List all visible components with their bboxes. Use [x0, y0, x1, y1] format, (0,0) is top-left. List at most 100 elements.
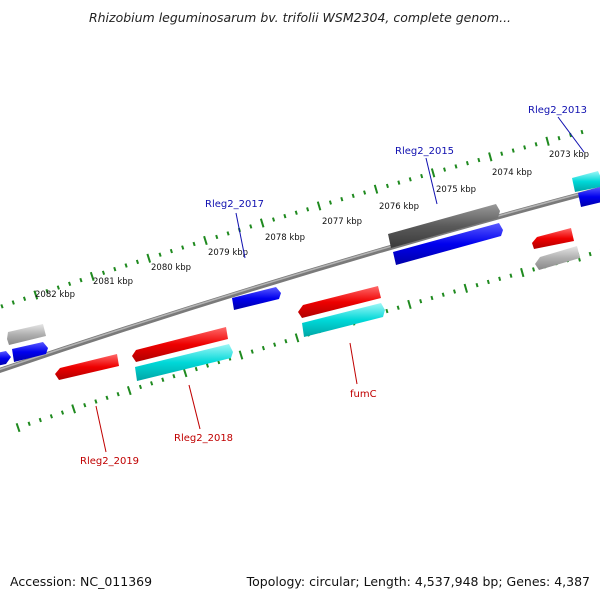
arrow-left-icon	[298, 286, 381, 318]
outer-tick-track	[0, 129, 584, 309]
minor-tick	[49, 414, 53, 419]
gene-label[interactable]: fumC	[350, 389, 377, 400]
minor-tick	[0, 304, 4, 309]
minor-tick	[150, 381, 154, 386]
minor-tick	[430, 295, 434, 301]
minor-tick	[194, 366, 198, 372]
minor-tick	[68, 281, 72, 287]
minor-tick	[511, 148, 515, 153]
minor-tick	[557, 135, 561, 141]
minor-tick	[11, 300, 15, 305]
gene-label[interactable]: Rleg2_2019	[80, 456, 139, 467]
gene-feature[interactable]	[298, 286, 381, 318]
major-tick	[15, 422, 21, 433]
minor-tick	[250, 349, 254, 354]
minor-tick	[420, 173, 424, 179]
minor-tick	[261, 345, 265, 351]
gene-feature[interactable]	[572, 171, 600, 192]
major-tick	[520, 267, 525, 278]
gene-feature[interactable]	[535, 246, 580, 270]
gene-feature[interactable]	[302, 303, 385, 337]
label-leaders	[95, 116, 585, 453]
arrow-right-icon	[302, 303, 385, 337]
genome-backbone	[0, 186, 600, 373]
minor-tick	[351, 193, 355, 199]
scale-label: 2075 kbp	[436, 185, 476, 195]
gene-feature[interactable]	[0, 351, 11, 366]
leader-line	[95, 405, 107, 453]
minor-tick	[443, 167, 447, 172]
gene-feature[interactable]	[532, 228, 574, 249]
minor-tick	[340, 196, 344, 202]
gene-feature[interactable]	[388, 204, 500, 248]
major-tick	[146, 253, 152, 263]
gene-feature[interactable]	[578, 187, 600, 207]
minor-tick	[453, 289, 457, 294]
scale-label: 2080 kbp	[151, 263, 191, 273]
minor-tick	[161, 377, 165, 382]
major-tick	[316, 201, 322, 211]
minor-tick	[328, 200, 332, 205]
minor-tick	[83, 402, 87, 408]
minor-tick	[181, 245, 185, 250]
minor-tick	[38, 417, 42, 423]
minor-tick	[192, 241, 196, 247]
arrow-right-icon	[12, 342, 48, 362]
gene-feature[interactable]	[132, 327, 228, 362]
minor-tick	[283, 213, 287, 219]
arrow-right-icon	[232, 287, 281, 310]
major-tick	[238, 350, 244, 360]
major-tick	[545, 136, 550, 146]
major-tick	[373, 184, 379, 194]
minor-tick	[56, 285, 60, 290]
minor-tick	[441, 292, 445, 297]
map-title: Rhizobium leguminosarum bv. trifolii WSM…	[88, 10, 512, 25]
minor-tick	[158, 252, 162, 257]
minor-tick	[397, 180, 401, 185]
minor-tick	[124, 263, 128, 268]
minor-tick	[172, 373, 176, 379]
major-tick	[407, 299, 412, 310]
genome-backbone-highlight	[0, 187, 600, 371]
minor-tick	[306, 207, 310, 212]
major-tick	[463, 283, 469, 293]
major-tick	[430, 168, 436, 178]
gene-feature[interactable]	[135, 344, 233, 381]
gene-label[interactable]: Rleg2_2018	[174, 433, 233, 444]
leader-line	[557, 116, 585, 153]
minor-tick	[79, 277, 83, 283]
minor-tick	[385, 308, 389, 314]
major-tick	[294, 333, 300, 343]
arrow-left-icon	[55, 354, 119, 380]
minor-tick	[273, 342, 277, 347]
scale-label: 2078 kbp	[265, 233, 305, 243]
arrow-right-icon	[572, 171, 600, 192]
arrow-left-icon	[532, 228, 574, 249]
minor-tick	[45, 289, 49, 294]
gene-feature[interactable]	[7, 324, 46, 345]
minor-tick	[169, 248, 173, 254]
minor-tick	[94, 399, 98, 404]
gene-feature[interactable]	[55, 354, 119, 380]
minor-tick	[135, 259, 140, 265]
minor-tick	[272, 217, 276, 222]
gene-label[interactable]: Rleg2_2013	[528, 105, 587, 116]
arrow-left-icon	[132, 327, 228, 362]
major-tick	[126, 385, 132, 396]
gene-label[interactable]: Rleg2_2015	[395, 146, 454, 157]
minor-tick	[385, 183, 389, 189]
minor-tick	[27, 421, 31, 426]
minor-tick	[60, 410, 65, 415]
gene-feature[interactable]	[393, 223, 503, 265]
minor-tick	[419, 299, 423, 304]
minor-tick	[486, 279, 490, 285]
gene-feature[interactable]	[12, 342, 48, 362]
arrow-right-icon	[135, 344, 233, 381]
gene-features	[0, 171, 600, 381]
gene-feature[interactable]	[232, 287, 281, 310]
major-tick	[33, 290, 39, 300]
gene-label[interactable]: Rleg2_2017	[205, 199, 264, 210]
scale-label: 2073 kbp	[549, 150, 589, 160]
minor-tick	[363, 190, 367, 195]
